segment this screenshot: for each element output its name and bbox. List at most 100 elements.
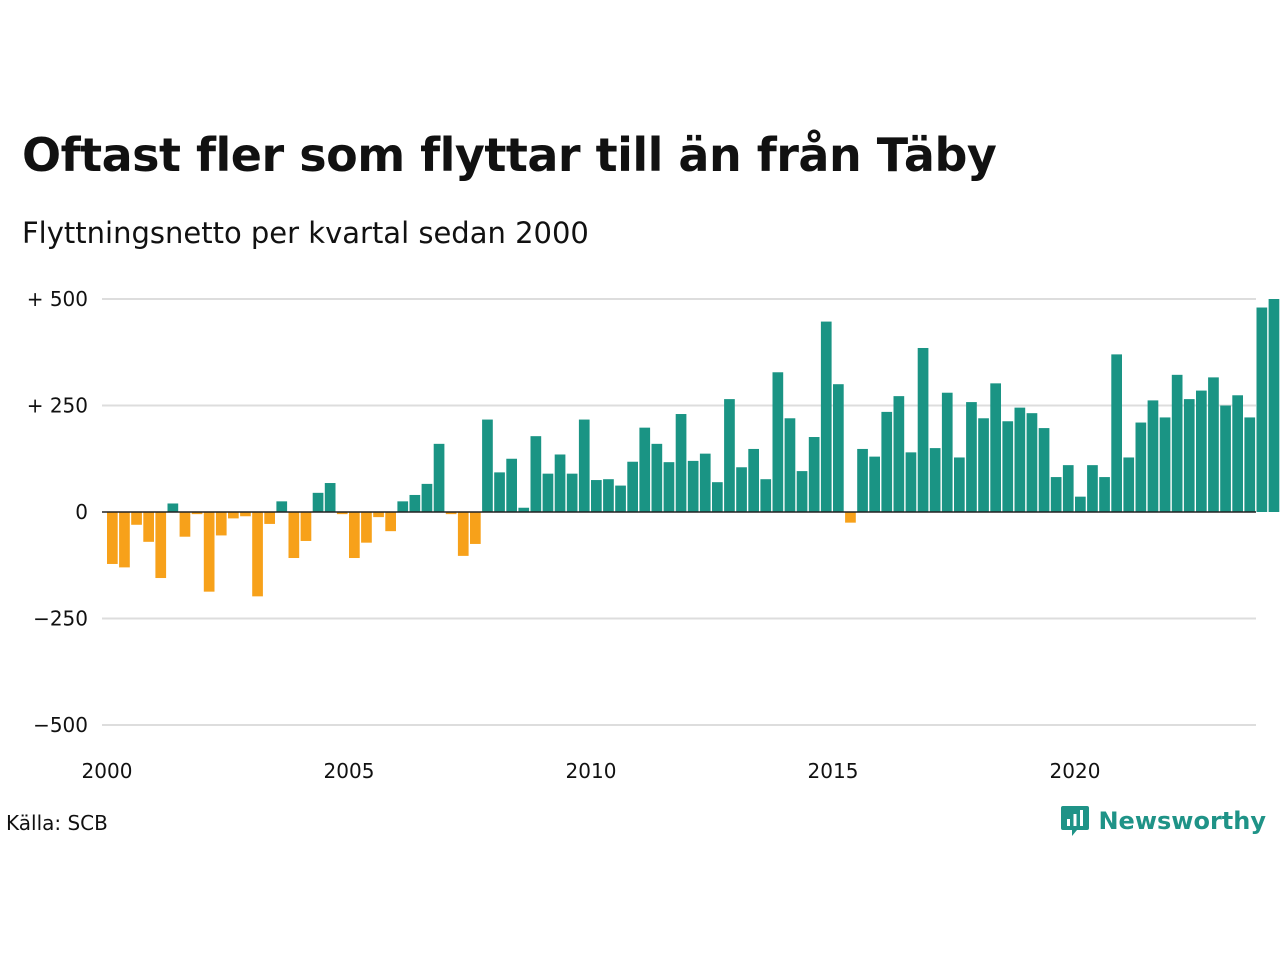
- bar: [699, 453, 711, 512]
- bar: [687, 460, 699, 512]
- y-tick-label: 0: [75, 500, 88, 524]
- x-tick-label: 2015: [808, 759, 859, 783]
- bar: [119, 512, 130, 568]
- bar: [457, 512, 469, 556]
- bar: [1123, 457, 1135, 512]
- bar: [542, 473, 554, 512]
- bar: [215, 512, 227, 536]
- bar: [1147, 400, 1159, 512]
- bars: [107, 299, 1280, 597]
- bar: [833, 384, 844, 512]
- bar: [1171, 374, 1183, 512]
- bar: [1111, 354, 1122, 512]
- bar: [603, 479, 614, 512]
- bar: [941, 392, 953, 512]
- bar: [1268, 299, 1280, 512]
- bar: [663, 462, 675, 512]
- bar: [881, 411, 893, 512]
- bar: [240, 512, 251, 517]
- bar: [905, 452, 917, 512]
- bar: [288, 512, 300, 559]
- bar: [373, 512, 384, 518]
- bar: [1196, 390, 1207, 512]
- y-tick-label: + 250: [27, 394, 88, 418]
- bar: [397, 501, 409, 512]
- bar: [1099, 477, 1110, 512]
- bar: [675, 414, 687, 512]
- bar: [228, 512, 239, 519]
- bar: [1220, 405, 1231, 512]
- bar: [409, 494, 421, 512]
- bar: [1014, 407, 1026, 512]
- bar: [1062, 465, 1074, 512]
- bar: [155, 512, 167, 579]
- bar: [324, 483, 336, 512]
- bar: [1244, 417, 1256, 512]
- bar: [264, 512, 275, 524]
- bar-chart: + 500 + 250 0 −250 −500 2000 2005 2010 2015 2020: [27, 287, 1280, 783]
- x-tick-label: 2005: [324, 759, 375, 783]
- bar: [1183, 399, 1195, 512]
- bar: [203, 512, 215, 592]
- chart-subtitle: Flyttningsnetto per kvartal sedan 2000: [22, 216, 589, 250]
- x-axis-labels: 2000 2005 2010 2015 2020: [82, 759, 1101, 783]
- bar: [385, 512, 396, 532]
- brand-logo[interactable]: Newsworthy: [1060, 804, 1266, 838]
- bar: [433, 443, 445, 512]
- bar: [1256, 307, 1268, 512]
- bar: [1050, 477, 1062, 512]
- bar: [312, 492, 324, 512]
- bar: [591, 480, 602, 512]
- bar: [736, 467, 747, 512]
- bar: [748, 448, 759, 512]
- y-tick-label: + 500: [27, 287, 88, 311]
- bar: [336, 512, 348, 515]
- bar: [1075, 496, 1086, 512]
- bar: [1087, 465, 1098, 512]
- bar: [1026, 413, 1038, 512]
- bar: [518, 507, 530, 512]
- bar: [796, 471, 808, 512]
- bar: [107, 512, 118, 564]
- bar: [143, 512, 154, 542]
- bar: [1232, 395, 1243, 512]
- bar: [421, 483, 433, 512]
- newsworthy-logo-icon: [1061, 806, 1090, 836]
- y-tick-label: −500: [33, 713, 88, 737]
- bar: [954, 457, 965, 512]
- x-tick-label: 2000: [82, 759, 133, 783]
- source-note: Källa: SCB: [6, 811, 108, 835]
- bar: [772, 372, 784, 512]
- bar: [494, 472, 505, 512]
- bar: [167, 503, 179, 512]
- bar: [615, 485, 626, 512]
- bar: [893, 396, 905, 512]
- bar: [917, 347, 929, 512]
- bar: [276, 501, 288, 512]
- bar: [820, 321, 832, 512]
- chart-title: Oftast fler som flyttar till än från Täb…: [22, 128, 997, 182]
- brand-name: Newsworthy: [1098, 807, 1266, 835]
- bar: [470, 512, 481, 544]
- grid-lines: [102, 298, 1256, 726]
- bar: [252, 512, 263, 597]
- bar: [784, 418, 796, 512]
- bar: [179, 512, 191, 537]
- bar: [1038, 428, 1050, 512]
- bar: [530, 436, 542, 512]
- bar: [869, 456, 880, 512]
- y-tick-label: −250: [33, 607, 88, 631]
- bar: [300, 512, 312, 541]
- bar: [966, 402, 977, 512]
- y-axis-labels: + 500 + 250 0 −250 −500: [27, 287, 88, 737]
- bar: [651, 443, 663, 512]
- bar: [349, 512, 360, 559]
- bar: [1135, 422, 1147, 512]
- bar: [361, 512, 372, 543]
- bar: [578, 419, 590, 512]
- bar: [639, 427, 651, 512]
- bar: [554, 454, 566, 512]
- bar: [627, 461, 638, 512]
- bar: [857, 448, 868, 512]
- bar: [712, 482, 723, 512]
